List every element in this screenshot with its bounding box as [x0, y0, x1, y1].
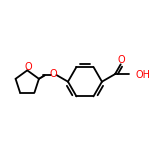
Text: O: O — [50, 69, 57, 79]
Text: OH: OH — [136, 70, 151, 80]
Text: O: O — [118, 55, 125, 65]
Text: O: O — [24, 62, 32, 72]
